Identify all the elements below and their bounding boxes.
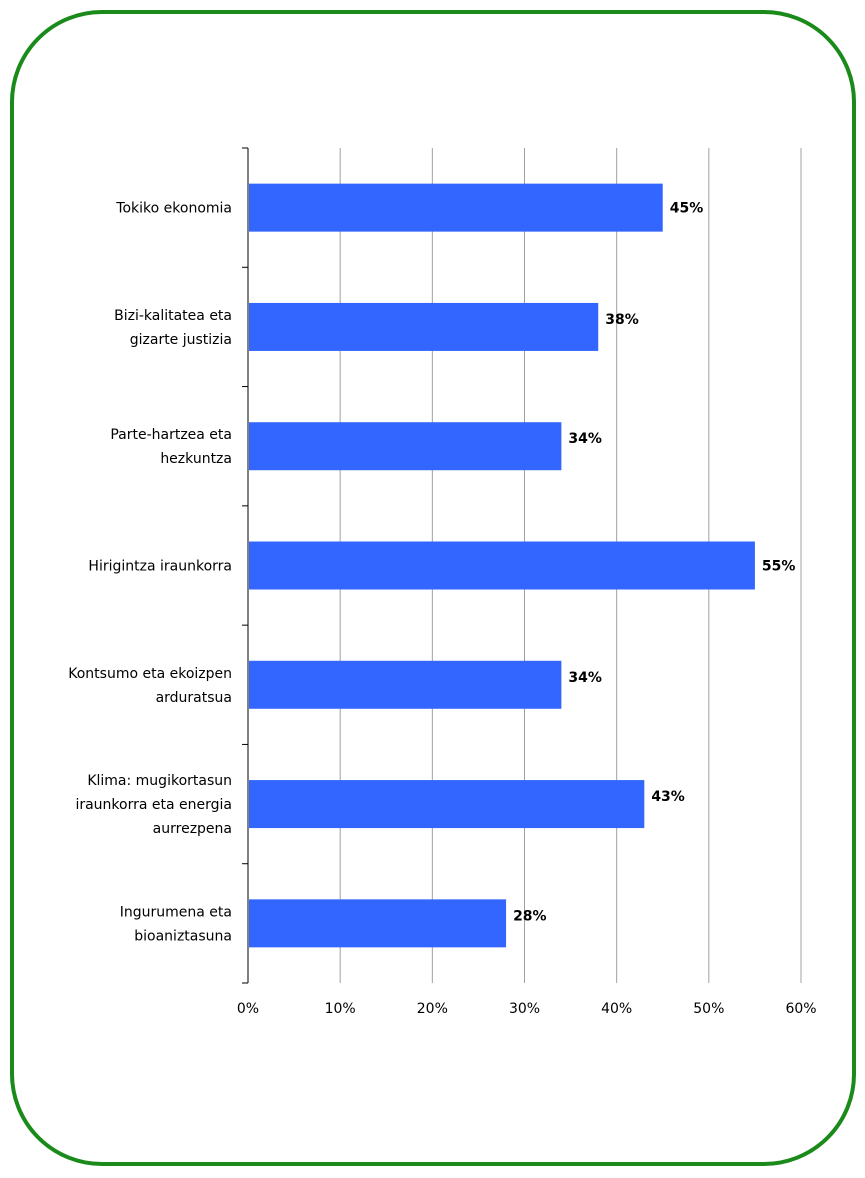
- category-label-line: Kontsumo eta ekoizpen: [68, 666, 232, 682]
- data-label: 43%: [651, 789, 685, 805]
- category-label-line: gizarte justizia: [130, 332, 232, 348]
- x-tick-label: 10%: [325, 1001, 356, 1017]
- category-label: Tokiko ekonomia: [115, 201, 232, 217]
- x-tick-label: 0%: [237, 1001, 259, 1017]
- category-label: Klima: mugikortasun iraunkorra eta energi…: [75, 773, 232, 837]
- category-label-line: arduratsua: [156, 690, 232, 706]
- data-label: 28%: [513, 908, 547, 924]
- category-label-line: Klima: mugikortasun: [87, 773, 232, 789]
- bar: [249, 780, 645, 829]
- bar: [249, 302, 599, 351]
- x-tick-label: 60%: [785, 1001, 816, 1017]
- bar: [249, 660, 562, 709]
- data-label: 45%: [670, 201, 704, 217]
- category-label-line: iraunkorra eta energia: [75, 797, 232, 813]
- category-label-line: Tokiko ekonomia: [115, 201, 232, 217]
- data-label: 55%: [762, 559, 796, 575]
- x-tick-label: 50%: [693, 1001, 724, 1017]
- category-label: Kontsumo eta ekoizpen arduratsua: [68, 666, 232, 706]
- category-label: Parte-hartzea eta hezkuntza: [110, 427, 232, 467]
- x-tick-label: 40%: [601, 1001, 632, 1017]
- category-label-line: Bizi-kalitatea eta: [114, 308, 232, 324]
- bar: [249, 183, 663, 232]
- bar: [249, 899, 507, 948]
- data-label: 38%: [605, 312, 639, 328]
- data-label: 34%: [568, 431, 602, 447]
- x-tick-label: 20%: [417, 1001, 448, 1017]
- data-label: 34%: [568, 670, 602, 686]
- category-label-line: bioaniztasuna: [134, 928, 232, 944]
- category-label: Ingurumena eta bioaniztasuna: [120, 904, 232, 944]
- bar: [249, 541, 755, 590]
- category-axis: [242, 147, 249, 984]
- category-label-line: Hirigintza iraunkorra: [88, 559, 232, 575]
- category-label-line: Parte-hartzea eta: [110, 427, 232, 443]
- category-label-line: Ingurumena eta: [120, 904, 232, 920]
- category-label: Bizi-kalitatea eta gizarte justizia: [114, 308, 232, 348]
- labels: 45% Tokiko ekonomia 38% Bizi-kalitatea eta g…: [68, 201, 816, 1017]
- x-tick-label: 30%: [509, 1001, 540, 1017]
- category-label: Hirigintza iraunkorra: [88, 559, 232, 575]
- bars: [249, 183, 755, 948]
- category-label-line: hezkuntza: [160, 451, 232, 467]
- bar: [249, 422, 562, 471]
- category-label-line: aurrezpena: [153, 821, 232, 837]
